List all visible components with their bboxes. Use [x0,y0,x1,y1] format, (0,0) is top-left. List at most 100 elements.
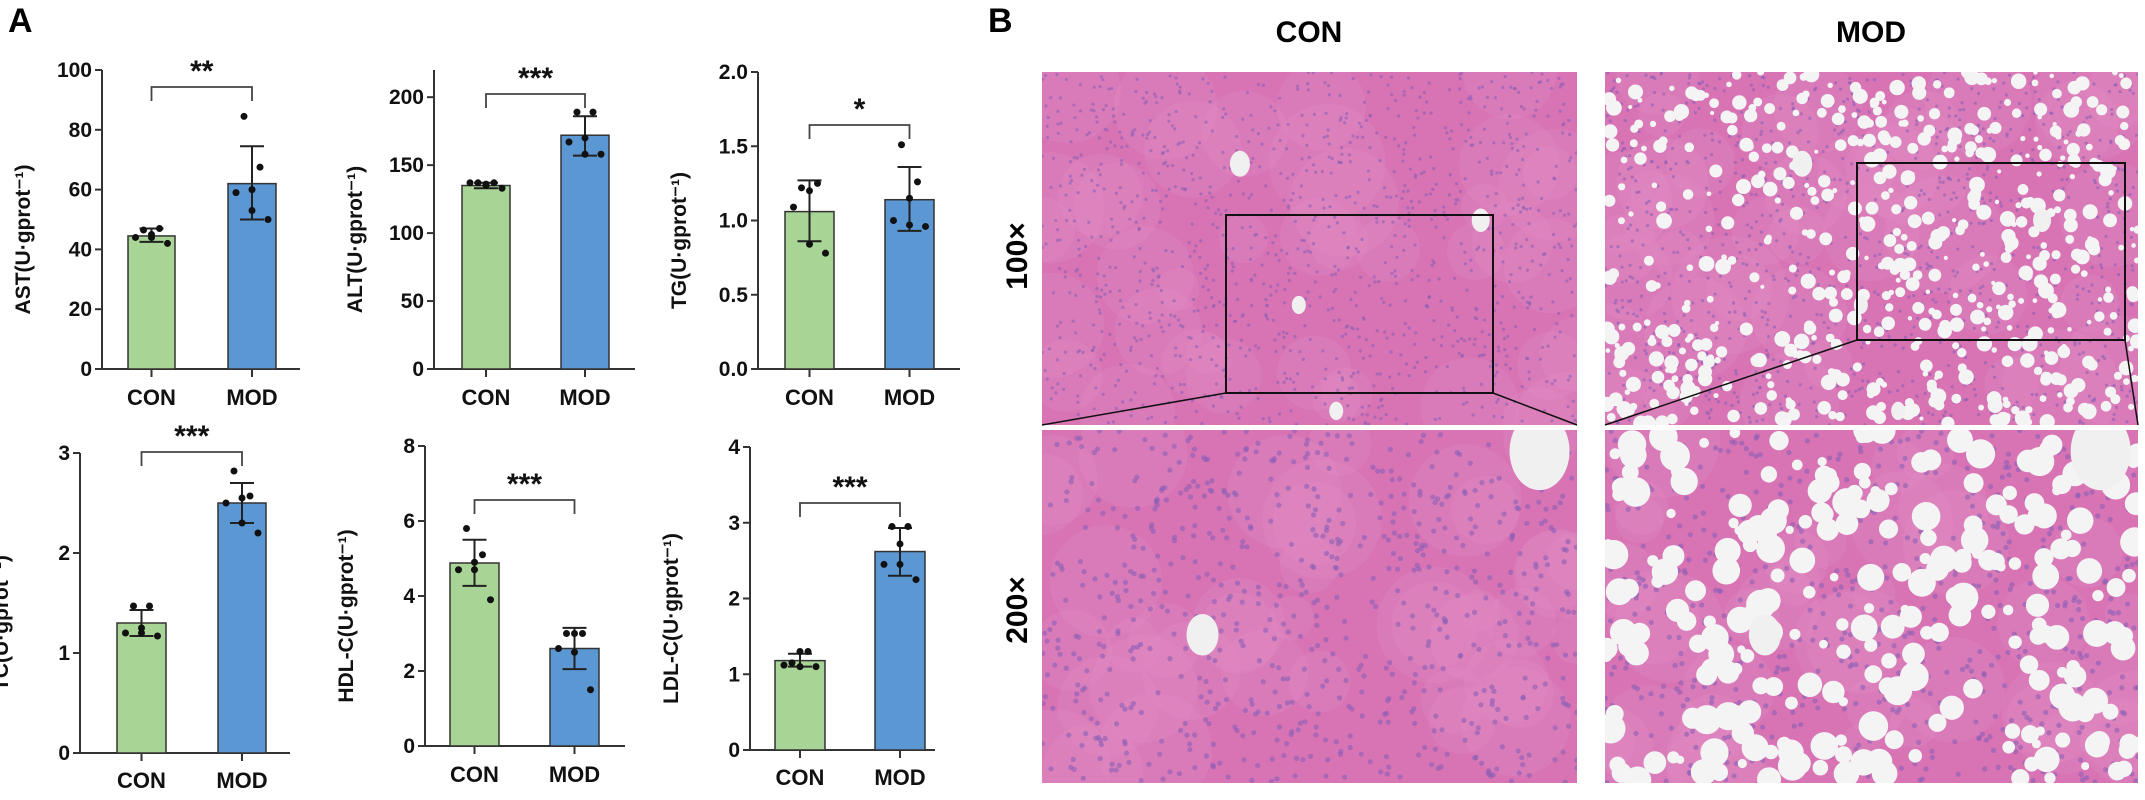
nucleus [1119,363,1123,367]
nucleus [1403,299,1407,303]
nucleus [1622,146,1626,151]
nucleus [1733,160,1737,165]
nucleus [1797,478,1803,484]
nucleus [1758,663,1764,669]
fat-vacuole [2001,355,2014,368]
nucleus [1644,73,1648,77]
nucleus [1966,177,1970,181]
nucleus [1351,327,1355,331]
nucleus [1754,220,1759,224]
fat-vacuole [1885,303,1894,312]
nucleus [1283,371,1287,375]
nucleus [1211,305,1215,309]
nucleus [2099,263,2103,267]
nucleus [1092,576,1098,582]
nucleus [1642,163,1646,167]
data-point [896,540,904,548]
fat-vacuole [1881,191,1890,200]
nucleus [1747,73,1752,78]
nucleus [1102,274,1106,278]
data-point [222,499,230,507]
fat-vacuole [2033,746,2060,773]
fat-vacuole [2011,221,2017,227]
nucleus [1056,131,1060,135]
nucleus [1138,246,1142,250]
fat-vacuole [1963,678,1983,699]
nucleus [1927,691,1933,697]
nucleus [1438,416,1442,421]
nucleus [1852,103,1856,107]
nucleus [1284,147,1289,151]
nucleus [1644,201,1649,205]
nucleus [1358,662,1364,668]
fat-vacuole [1835,746,1852,764]
nucleus [1417,200,1421,204]
nucleus [1650,159,1654,164]
nucleus [1700,80,1705,84]
nucleus [1728,281,1732,285]
nucleus [1166,164,1170,168]
nucleus [1739,110,1744,114]
nucleus [1167,400,1171,404]
nucleus [1703,245,1708,250]
significance-bracket [485,93,586,108]
nucleus [1333,215,1337,219]
nucleus [2078,771,2084,777]
nucleus [1481,687,1487,694]
nucleus [1472,579,1479,585]
data-point [138,624,145,632]
fat-vacuole [2049,273,2061,285]
nucleus [1679,661,1685,667]
nucleus [1249,777,1255,783]
nucleus [1632,312,1636,316]
fat-vacuole [1925,289,1931,295]
fat-vacuole [2008,557,2022,570]
nucleus [1689,318,1693,323]
nucleus [1116,230,1120,235]
nucleus [1443,618,1449,624]
fat-vacuole [1655,324,1670,340]
nucleus [1977,221,1981,225]
fat-vacuole [1920,359,1933,373]
tissue-shade [1461,666,1571,777]
fat-vacuole [2025,593,2050,617]
nucleus [1095,120,1099,124]
nucleus [1187,92,1191,96]
nucleus [1314,170,1318,174]
fat-vacuole [2070,96,2082,108]
fat-vacuole [1703,615,1716,628]
fat-vacuole [1865,119,1875,128]
fat-vacuole [1986,306,1993,313]
nucleus [1521,158,1525,162]
nucleus [1729,284,1733,289]
nucleus [1469,530,1475,536]
fat-vacuole [2118,73,2124,79]
nucleus [1137,161,1141,165]
tissue-shade [1458,589,1501,632]
tissue-shade [1097,692,1212,783]
nucleus [1091,102,1095,106]
nucleus [1627,418,1631,422]
nucleus [1630,239,1634,243]
nucleus [1211,404,1216,408]
central-vein [1471,208,1490,232]
tissue-shade [1157,268,1200,311]
nucleus [1244,544,1250,550]
y-tick-label: 6 [403,510,415,533]
nucleus [1174,415,1178,420]
nucleus [1158,220,1162,224]
nucleus [1397,555,1404,562]
nucleus [1094,720,1100,726]
nucleus [1150,528,1156,535]
nucleus [1209,478,1215,484]
nucleus [1995,195,1999,199]
nucleus [1311,242,1316,246]
nucleus [1845,181,1849,185]
nucleus [1847,632,1854,638]
nucleus [2099,503,2105,510]
nucleus [1282,335,1286,339]
data-point [482,182,490,190]
nucleus [1148,118,1152,123]
nucleus [1463,250,1467,254]
nucleus [1301,666,1308,672]
